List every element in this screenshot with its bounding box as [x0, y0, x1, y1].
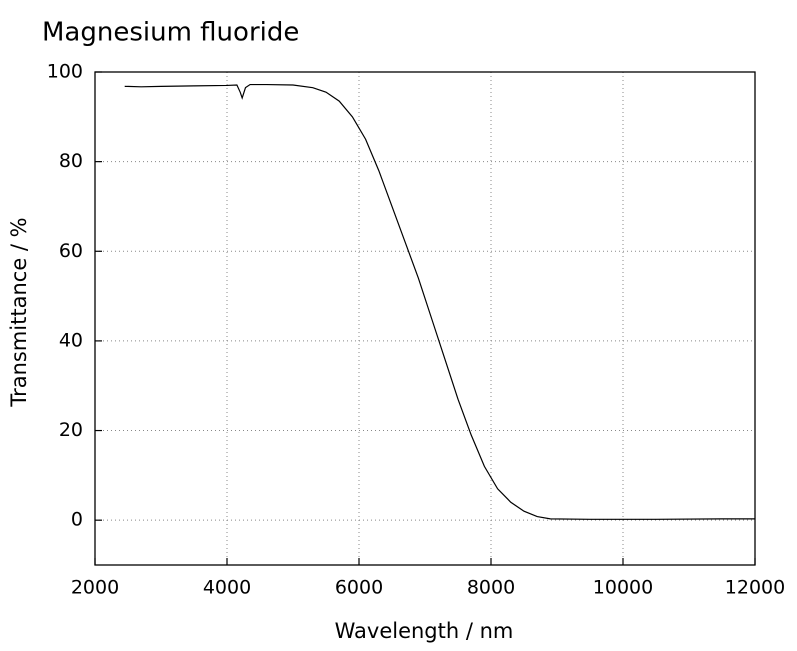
- chart-title: Magnesium fluoride: [42, 18, 299, 48]
- y-tick-label: 0: [71, 509, 83, 531]
- x-tick-label: 6000: [335, 577, 383, 599]
- x-tick-label: 8000: [467, 577, 515, 599]
- x-tick-label: 4000: [203, 577, 251, 599]
- y-tick-label: 80: [59, 150, 83, 172]
- data-line: [124, 83, 755, 520]
- y-tick-label: 20: [59, 419, 83, 441]
- x-tick-label: 10000: [593, 577, 653, 599]
- y-tick-label: 60: [59, 240, 83, 262]
- y-tick-label: 100: [47, 61, 83, 83]
- x-tick-label: 12000: [725, 577, 785, 599]
- x-axis-label: Wavelength / nm: [335, 619, 514, 643]
- y-axis-label: Transmittance / %: [7, 217, 31, 407]
- plot-frame: [94, 71, 756, 566]
- y-tick-label: 40: [59, 329, 83, 351]
- x-tick-label: 2000: [71, 577, 119, 599]
